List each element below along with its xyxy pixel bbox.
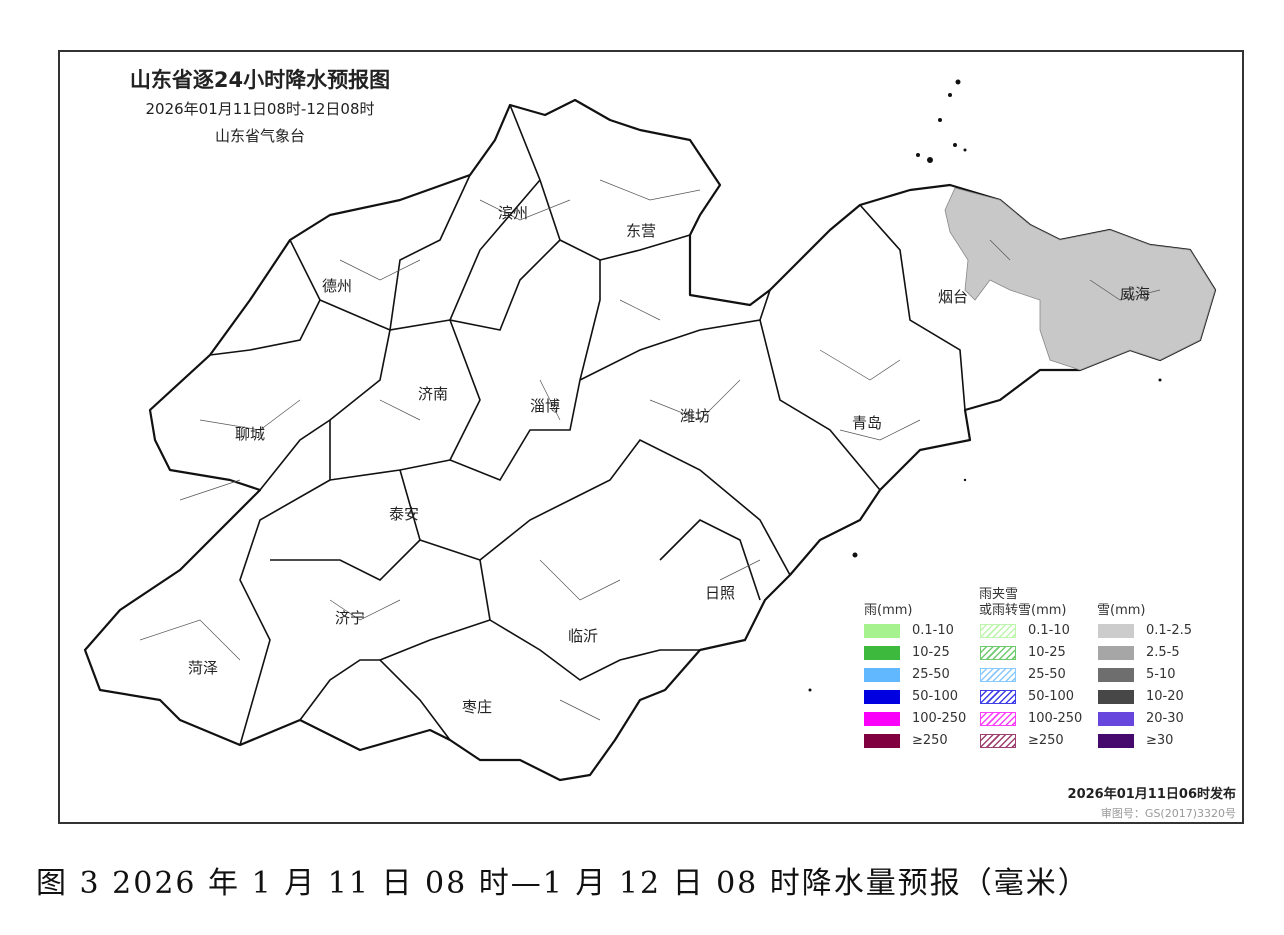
city-label: 滨州 [498, 204, 529, 222]
legend-swatch [864, 623, 900, 638]
legend-label: ≥30 [1146, 733, 1174, 748]
city-label: 济宁 [335, 609, 366, 627]
legend-mixed-title-1: 雨夹雪 [979, 587, 1019, 602]
city-label: 菏泽 [188, 659, 219, 677]
legend-item-rain: 100-250 [864, 711, 966, 726]
legend-label: 10-25 [912, 645, 950, 660]
legend-item-snow: 10-20 [1098, 689, 1184, 704]
province-outline [83, 98, 1217, 782]
legend-swatch [864, 733, 900, 748]
legend-label: 0.1-2.5 [1146, 623, 1193, 638]
city-label: 临沂 [568, 627, 599, 645]
legend-snow-title: 雪(mm) [1097, 603, 1146, 618]
figure-caption: 图 3 2026 年 1 月 11 日 08 时—1 月 12 日 08 时降水… [36, 866, 1090, 901]
legend-label: 0.1-10 [1028, 623, 1070, 638]
legend-item-mixed: 50-100 [980, 689, 1074, 704]
legend-mixed-title-2: 或雨转雪(mm) [979, 603, 1067, 618]
review-number: 审图号：GS(2017)3320号 [1100, 807, 1236, 820]
issuer: 山东省气象台 [214, 127, 305, 145]
legend-swatch [1098, 711, 1134, 726]
legend-item-snow: 0.1-2.5 [1098, 623, 1192, 638]
city-label: 淄博 [530, 397, 561, 415]
legend-swatch [864, 667, 900, 682]
city-label: 德州 [322, 277, 353, 295]
legend-label: 20-30 [1146, 711, 1184, 726]
legend-item-snow: 20-30 [1098, 711, 1184, 726]
legend-item-snow: 2.5-5 [1098, 645, 1180, 660]
legend-swatch [1098, 645, 1134, 660]
legend-item-snow: 5-10 [1098, 667, 1176, 682]
forecast-period: 2026年01月11日08时-12日08时 [145, 100, 375, 118]
county-borders [139, 179, 1161, 721]
legend-item-rain: 25-50 [864, 667, 950, 682]
legend-label: 100-250 [1028, 711, 1083, 726]
legend-swatch [864, 689, 900, 704]
legend-label: 5-10 [1146, 667, 1176, 682]
legend-swatch [980, 711, 1016, 726]
issue-time: 2026年01月11日06时发布 [1067, 787, 1236, 802]
legend-item-rain: 50-100 [864, 689, 958, 704]
legend-item-mixed: 10-25 [980, 645, 1066, 660]
city-label: 东营 [626, 222, 657, 240]
legend-label: 0.1-10 [912, 623, 954, 638]
city-label: 济南 [418, 385, 449, 403]
map-title-block: 山东省逐24小时降水预报图 2026年01月11日08时-12日08时 山东省气… [60, 64, 460, 146]
city-label: 青岛 [852, 414, 883, 432]
legend-item-mixed: 100-250 [980, 711, 1082, 726]
legend-label: 25-50 [912, 667, 950, 682]
legend-label: 25-50 [1028, 667, 1066, 682]
legend-label: ≥250 [1028, 733, 1064, 748]
legend-rain-title: 雨(mm) [864, 603, 913, 618]
legend-swatch [864, 711, 900, 726]
legend-item-rain: 10-25 [864, 645, 950, 660]
legend-swatch [980, 667, 1016, 682]
city-label: 泰安 [389, 505, 420, 523]
legend-item-rain: ≥250 [864, 733, 948, 748]
legend-item-rain: 0.1-10 [864, 623, 954, 638]
city-label: 潍坊 [680, 407, 711, 425]
legend-item-mixed: 25-50 [980, 667, 1066, 682]
prefecture-borders [209, 104, 966, 746]
map-title: 山东省逐24小时降水预报图 [129, 68, 391, 92]
legend-swatch [980, 733, 1016, 748]
legend-label: 10-20 [1146, 689, 1184, 704]
map-frame [58, 50, 1244, 824]
legend-item-mixed: ≥250 [980, 733, 1064, 748]
legend-label: 2.5-5 [1146, 645, 1180, 660]
snow-area [944, 187, 1216, 371]
city-label: 枣庄 [462, 698, 493, 716]
city-label: 威海 [1120, 285, 1151, 303]
city-label: 聊城 [235, 425, 266, 443]
legend-swatch [1098, 667, 1134, 682]
legend-label: 50-100 [912, 689, 959, 704]
legend-swatch [1098, 623, 1134, 638]
legend-swatch [864, 645, 900, 660]
legend-swatch [1098, 689, 1134, 704]
city-label: 烟台 [938, 288, 969, 306]
legend-label: 100-250 [912, 711, 967, 726]
legend-swatch [980, 623, 1016, 638]
legend-item-mixed: 0.1-10 [980, 623, 1070, 638]
legend-swatch [1098, 733, 1134, 748]
legend-swatch [980, 645, 1016, 660]
legend-label: ≥250 [912, 733, 948, 748]
city-label: 日照 [705, 584, 736, 602]
legend-label: 50-100 [1028, 689, 1075, 704]
legend-item-snow: ≥30 [1098, 733, 1173, 748]
legend-label: 10-25 [1028, 645, 1066, 660]
islands [808, 79, 1162, 692]
legend-swatch [980, 689, 1016, 704]
